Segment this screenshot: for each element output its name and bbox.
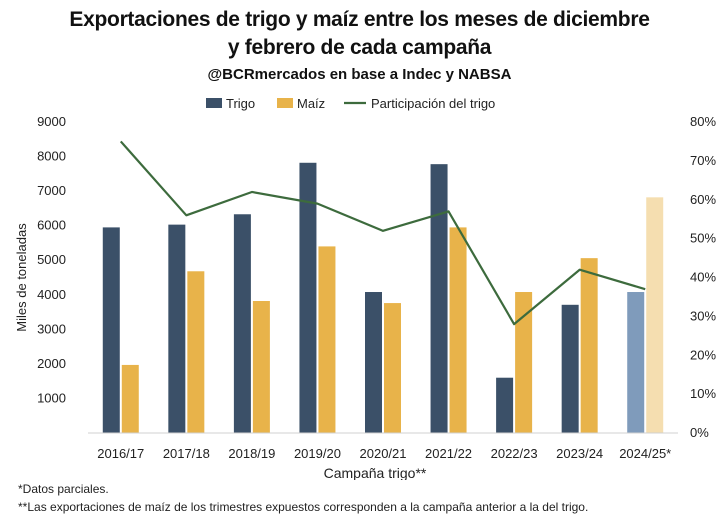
y-axis-left: 1000 2000 3000 4000 5000 6000 7000 8000 9000 Mile… (14, 114, 66, 405)
footnote-maize-campaign: **Las exportaciones de maíz de los trime… (18, 500, 589, 514)
x-axis: 2016/17 2017/18 2018/19 2019/20 2020/21 2021/… (88, 432, 678, 480)
bar-trigo (561, 304, 579, 433)
y-tick-left: 3000 (37, 321, 66, 336)
y-tick-right: 30% (690, 308, 716, 323)
bar-maiz (646, 197, 664, 433)
bar-maiz (121, 364, 139, 433)
legend-label-participacion: Participación del trigo (371, 96, 495, 111)
y-tick-right: 40% (690, 270, 716, 285)
bar-trigo (365, 292, 382, 433)
y-tick-left: 1000 (37, 390, 66, 405)
y-tick-left: 7000 (37, 183, 66, 198)
bars (102, 162, 664, 433)
y-tick-right: 60% (690, 192, 716, 207)
legend-swatch-trigo (206, 98, 222, 108)
y-tick-left: 9000 (37, 114, 66, 129)
y-tick-left: 2000 (37, 356, 66, 371)
y-tick-left: 5000 (37, 252, 66, 267)
legend-label-maiz: Maíz (297, 96, 325, 111)
bar-trigo (430, 164, 448, 433)
bar-maiz (187, 271, 205, 433)
bar-maiz (449, 227, 467, 433)
x-tick-label: 2017/18 (163, 446, 210, 461)
y-axis-label: Miles de toneladas (14, 223, 29, 332)
bar-trigo (102, 227, 120, 433)
participation-line (119, 140, 646, 326)
x-tick-label: 2022/23 (491, 446, 538, 461)
x-tick-label: 2024/25* (619, 446, 671, 461)
bar-maiz (318, 246, 336, 433)
legend-label-trigo: Trigo (226, 96, 255, 111)
bar-trigo (168, 224, 186, 433)
chart-title-line2: y febrero de cada campaña (227, 36, 492, 59)
x-tick-label: 2020/21 (360, 446, 407, 461)
x-tick-label: 2019/20 (294, 446, 341, 461)
x-tick-label: 2018/19 (228, 446, 275, 461)
x-tick-label: 2021/22 (425, 446, 472, 461)
chart-area: Trigo Maíz Participación del trigo 1000 200… (14, 96, 716, 480)
y-tick-left: 4000 (37, 287, 66, 302)
bar-maiz (515, 292, 533, 433)
footnote-partial-data: *Datos parciales. (18, 482, 109, 496)
bar-trigo (627, 292, 645, 433)
y-tick-right: 70% (690, 153, 716, 168)
y-tick-left: 6000 (37, 218, 66, 233)
x-axis-label: Campaña trigo** (324, 465, 427, 480)
chart-subtitle: @BCRmercados en base a Indec y NABSA (207, 66, 512, 83)
bar-maiz (252, 300, 270, 433)
chart-title: Exportaciones de trigo y maíz entre los … (69, 8, 650, 31)
y-tick-right: 50% (690, 231, 716, 246)
y-tick-right: 80% (690, 114, 716, 129)
bar-trigo (299, 162, 317, 433)
legend-swatch-maiz (277, 98, 293, 108)
y-tick-right: 0% (690, 425, 709, 440)
x-tick-label: 2016/17 (97, 446, 144, 461)
y-tick-right: 10% (690, 386, 716, 401)
legend: Trigo Maíz Participación del trigo (206, 96, 495, 111)
x-tick-label: 2023/24 (556, 446, 603, 461)
y-tick-left: 8000 (37, 149, 66, 164)
bar-maiz (384, 303, 401, 433)
bar-trigo (496, 377, 514, 433)
bar-trigo (233, 214, 251, 433)
y-axis-right: 0% 10% 20% 30% 40% 50% 60% 70% 80% (690, 114, 716, 440)
bar-maiz (580, 258, 598, 433)
y-tick-right: 20% (690, 347, 716, 362)
